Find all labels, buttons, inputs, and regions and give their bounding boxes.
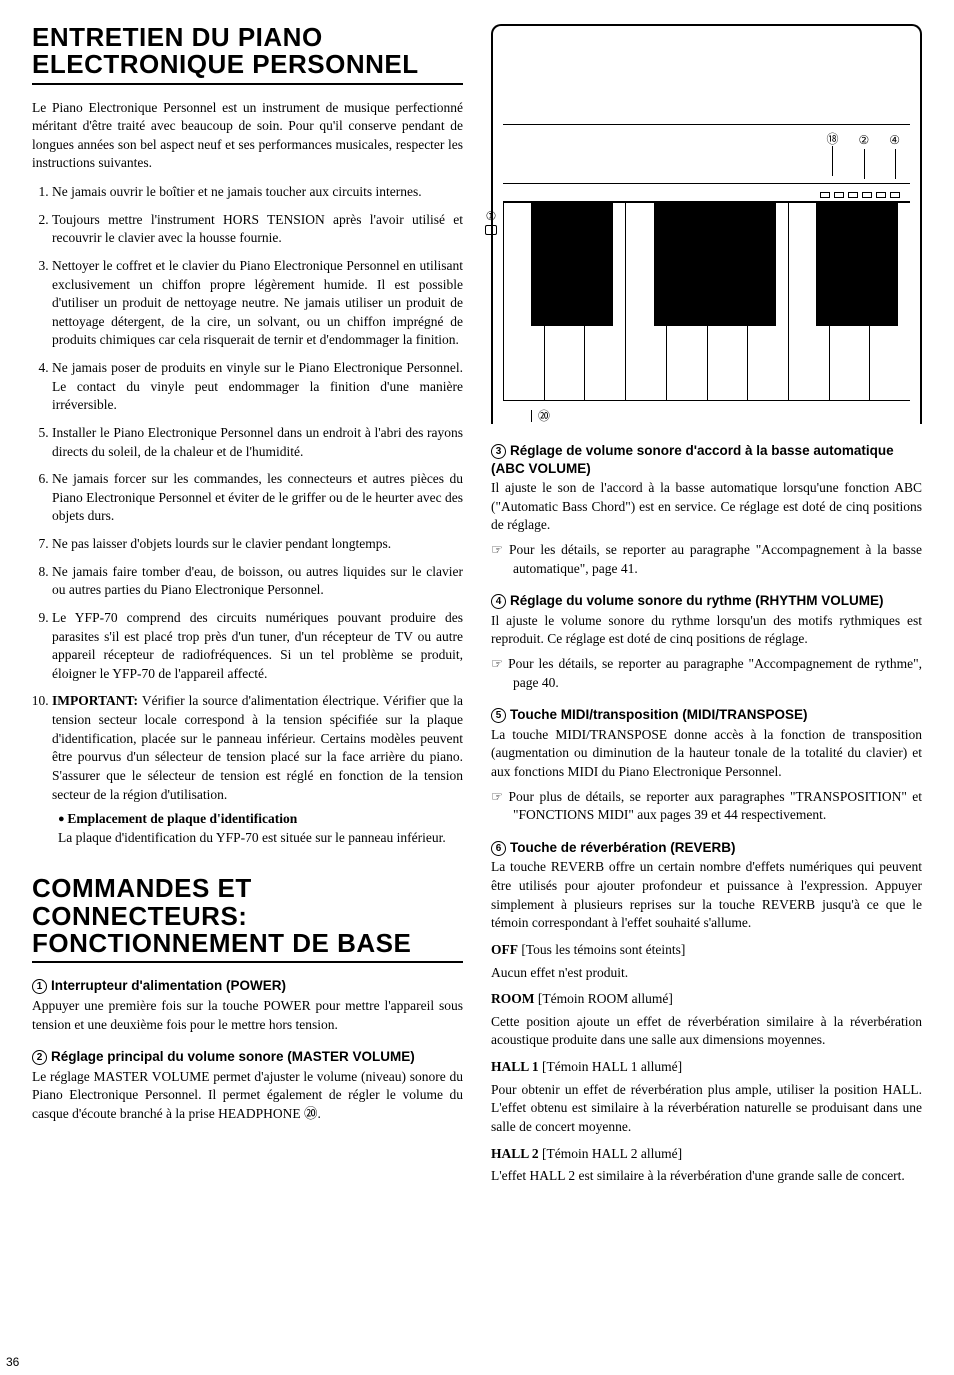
control-title: 2 Réglage principal du volume sonore (MAS… xyxy=(32,1048,463,1066)
cross-reference: Pour plus de détails, se reporter aux pa… xyxy=(491,788,922,825)
circled-number: 2 xyxy=(32,1050,47,1065)
sub-bullet-list: Emplacement de plaque d'identification L… xyxy=(58,810,463,847)
callout-1-num: ① xyxy=(486,209,497,223)
control-title-text: Réglage principal du volume sonore (MAST… xyxy=(51,1049,415,1064)
control-title: 4 Réglage du volume sonore du rythme (RHY… xyxy=(491,592,922,610)
callout-1: ① xyxy=(485,209,497,235)
intro-paragraph: Le Piano Electronique Personnel est un i… xyxy=(32,99,463,174)
list-item: Ne jamais poser de produits en vinyle su… xyxy=(52,359,463,415)
page-root: ENTRETIEN DU PIANO ELECTRONIQUE PERSONNE… xyxy=(32,24,922,1200)
control-title-text: Touche de réverbération (REVERB) xyxy=(510,840,736,855)
black-key xyxy=(857,203,898,326)
important-label: IMPORTANT: xyxy=(52,693,138,708)
control-item-abc-volume: 3Réglage de volume sonore d'accord à la … xyxy=(491,442,922,578)
circled-number: 6 xyxy=(491,841,506,856)
control-item-reverb: 6 Touche de réverbération (REVERB) La tou… xyxy=(491,839,922,1186)
reverb-desc: Cette position ajoute un effet de réverb… xyxy=(491,1013,922,1050)
left-column: ENTRETIEN DU PIANO ELECTRONIQUE PERSONNE… xyxy=(32,24,463,1200)
power-button-icon xyxy=(485,225,497,235)
reverb-bracket: [Témoin HALL 1 allumé] xyxy=(539,1059,682,1074)
list-item: Nettoyer le coffret et le clavier du Pia… xyxy=(52,257,463,350)
control-body: La touche REVERB offre un certain nombre… xyxy=(491,858,922,933)
reverb-label: HALL 2 xyxy=(491,1146,539,1161)
heading-controls: COMMANDES ET CONNECTEURS: FONCTIONNEMENT… xyxy=(32,875,463,963)
control-title: 5 Touche MIDI/transposition (MIDI/TRANSPO… xyxy=(491,706,922,724)
reverb-label: HALL 1 xyxy=(491,1059,539,1074)
under-key-callout: ⑳ xyxy=(503,401,910,424)
reverb-label: ROOM xyxy=(491,991,535,1006)
circled-number: 3 xyxy=(491,444,506,459)
control-title: 3Réglage de volume sonore d'accord à la … xyxy=(491,442,922,477)
cross-reference: Pour les détails, se reporter au paragra… xyxy=(491,541,922,578)
right-column: ⑱ ② ④ ① xyxy=(491,24,922,1200)
list-item: Ne jamais faire tomber d'eau, de boisson… xyxy=(52,563,463,600)
reverb-room: ROOM [Témoin ROOM allumé] Cette position… xyxy=(491,990,922,1050)
maintenance-list: Ne jamais ouvrir le boîtier et ne jamais… xyxy=(52,183,463,847)
circled-number: 4 xyxy=(491,594,506,609)
panel-indicators xyxy=(503,192,910,198)
callout-20: ⑳ xyxy=(538,407,550,424)
control-title: 1 Interrupteur d'alimentation (POWER) xyxy=(32,977,463,995)
sub-bullet-title: Emplacement de plaque d'identification xyxy=(67,811,297,826)
control-body: Le réglage MASTER VOLUME permet d'ajuste… xyxy=(32,1068,463,1124)
control-title-text: Interrupteur d'alimentation (POWER) xyxy=(51,978,286,993)
black-key xyxy=(694,203,735,326)
control-body: Appuyer une première fois sur la touche … xyxy=(32,997,463,1034)
black-key xyxy=(572,203,613,326)
list-item: Toujours mettre l'instrument HORS TENSIO… xyxy=(52,211,463,248)
reverb-desc: L'effet HALL 2 est similaire à la réverb… xyxy=(491,1167,922,1186)
reverb-hall2: HALL 2 [Témoin HALL 2 allumé] L'effet HA… xyxy=(491,1145,922,1186)
control-title-text: Touche MIDI/transposition (MIDI/TRANSPOS… xyxy=(510,707,808,722)
control-body: Il ajuste le volume sonore du rythme lor… xyxy=(491,612,922,649)
sub-bullet-text: La plaque d'identification du YFP-70 est… xyxy=(58,830,446,845)
reverb-off: OFF [Tous les témoins sont éteints] Aucu… xyxy=(491,941,922,982)
control-item-midi-transpose: 5 Touche MIDI/transposition (MIDI/TRANSPO… xyxy=(491,706,922,825)
reverb-bracket: [Tous les témoins sont éteints] xyxy=(518,942,685,957)
reverb-hall1: HALL 1 [Témoin HALL 1 allumé] Pour obten… xyxy=(491,1058,922,1137)
list-item-important: IMPORTANT: Vérifier la source d'alimenta… xyxy=(52,692,463,847)
cross-reference: Pour les détails, se reporter au paragra… xyxy=(491,655,922,692)
list-item: Le YFP-70 comprend des circuits numériqu… xyxy=(52,609,463,684)
list-item: Ne jamais ouvrir le boîtier et ne jamais… xyxy=(52,183,463,202)
control-item-master-volume: 2 Réglage principal du volume sonore (MAS… xyxy=(32,1048,463,1123)
page-number: 36 xyxy=(6,1355,19,1369)
reverb-bracket: [Témoin ROOM allumé] xyxy=(535,991,673,1006)
control-item-power: 1 Interrupteur d'alimentation (POWER) App… xyxy=(32,977,463,1034)
list-item: Ne pas laisser d'objets lourds sur le cl… xyxy=(52,535,463,554)
control-body: La touche MIDI/TRANSPOSE donne accès à l… xyxy=(491,726,922,782)
reverb-bracket: [Témoin HALL 2 allumé] xyxy=(539,1146,682,1161)
black-key xyxy=(654,203,695,326)
list-item: Installer le Piano Electronique Personne… xyxy=(52,424,463,461)
black-key xyxy=(816,203,857,326)
circled-number: 1 xyxy=(32,979,47,994)
control-item-rhythm-volume: 4 Réglage du volume sonore du rythme (RHY… xyxy=(491,592,922,692)
reverb-desc: Pour obtenir un effet de réverbération p… xyxy=(491,1081,922,1137)
control-title-text: Réglage de volume sonore d'accord à la b… xyxy=(491,443,894,476)
black-key xyxy=(531,203,572,326)
reverb-label: OFF xyxy=(491,942,518,957)
sub-bullet: Emplacement de plaque d'identification L… xyxy=(58,810,463,847)
control-panel: ⑱ ② ④ xyxy=(503,124,910,184)
circled-number: 5 xyxy=(491,708,506,723)
black-key xyxy=(735,203,776,326)
control-title-text: Réglage du volume sonore du rythme (RHYT… xyxy=(510,593,884,608)
control-title: 6 Touche de réverbération (REVERB) xyxy=(491,839,922,857)
reverb-desc: Aucun effet n'est produit. xyxy=(491,964,922,983)
piano-keys: ① xyxy=(503,201,910,401)
heading-maintenance: ENTRETIEN DU PIANO ELECTRONIQUE PERSONNE… xyxy=(32,24,463,85)
callout-2: ② xyxy=(858,133,869,147)
callout-4: ④ xyxy=(889,133,900,147)
list-item: Ne jamais forcer sur les commandes, les … xyxy=(52,470,463,526)
callout-18: ⑱ xyxy=(826,130,838,147)
control-body: Il ajuste le son de l'accord à la basse … xyxy=(491,479,922,535)
important-text: Vérifier la source d'alimentation électr… xyxy=(52,693,463,801)
keyboard-figure: ⑱ ② ④ ① xyxy=(491,24,922,424)
